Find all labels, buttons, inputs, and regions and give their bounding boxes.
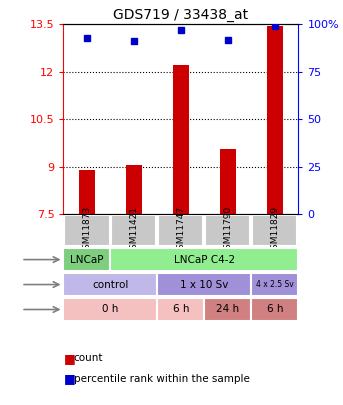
- Bar: [110, 248, 298, 271]
- Bar: [251, 273, 298, 296]
- Bar: [111, 215, 156, 247]
- Title: GDS719 / 33438_at: GDS719 / 33438_at: [114, 8, 248, 22]
- Bar: [173, 66, 189, 214]
- Text: 6 h: 6 h: [173, 305, 189, 315]
- Bar: [220, 149, 236, 214]
- Bar: [63, 298, 157, 321]
- Text: percentile rank within the sample: percentile rank within the sample: [74, 374, 250, 384]
- Text: LNCaP: LNCaP: [70, 255, 104, 264]
- Bar: [205, 215, 250, 247]
- Bar: [157, 273, 251, 296]
- Text: 0 h: 0 h: [102, 305, 119, 315]
- Text: ■: ■: [63, 352, 75, 365]
- Bar: [64, 215, 109, 247]
- Text: 4 x 2.5 Sv: 4 x 2.5 Sv: [256, 280, 294, 289]
- Bar: [204, 298, 251, 321]
- Bar: [252, 215, 297, 247]
- Text: GSM11829: GSM11829: [270, 206, 280, 255]
- Bar: [126, 165, 142, 214]
- Text: GSM11747: GSM11747: [176, 206, 186, 255]
- Text: control: control: [92, 279, 129, 290]
- Text: ■: ■: [63, 372, 75, 385]
- Bar: [63, 273, 157, 296]
- Bar: [79, 170, 95, 214]
- Bar: [158, 215, 203, 247]
- Bar: [251, 298, 298, 321]
- Text: 1 x 10 Sv: 1 x 10 Sv: [180, 279, 229, 290]
- Text: 6 h: 6 h: [267, 305, 283, 315]
- Bar: [63, 248, 110, 271]
- Text: LNCaP C4-2: LNCaP C4-2: [174, 255, 235, 264]
- Text: 24 h: 24 h: [216, 305, 239, 315]
- Text: GSM11421: GSM11421: [129, 206, 139, 255]
- Text: count: count: [74, 354, 103, 363]
- Bar: [157, 298, 204, 321]
- Bar: [267, 26, 283, 214]
- Text: GSM11790: GSM11790: [223, 206, 233, 256]
- Text: GSM11873: GSM11873: [82, 206, 92, 256]
